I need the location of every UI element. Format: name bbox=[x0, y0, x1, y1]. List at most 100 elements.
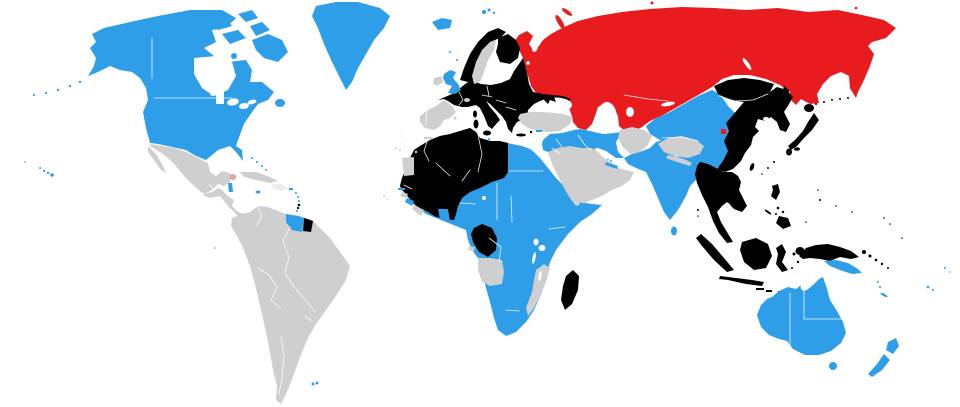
border-algeria-libya bbox=[477, 134, 483, 173]
border-syria-iraq bbox=[555, 138, 563, 148]
region-canary-1 bbox=[395, 147, 397, 149]
region-wrangel-island bbox=[854, 6, 858, 10]
region-malta bbox=[488, 138, 490, 140]
region-palau bbox=[805, 221, 807, 223]
region-mexico bbox=[150, 144, 232, 194]
region-bahamas-2 bbox=[256, 161, 258, 163]
region-sierra-leone bbox=[405, 198, 414, 206]
region-north-america bbox=[88, 10, 274, 161]
region-aleutian-4 bbox=[44, 91, 48, 95]
region-svalbard-3 bbox=[492, 11, 496, 15]
region-new-zealand-north bbox=[886, 338, 899, 354]
region-faroe bbox=[449, 51, 451, 53]
region-afghanistan-neutral bbox=[618, 127, 652, 154]
region-arabia-neutral bbox=[548, 146, 634, 206]
region-lake-nyasa bbox=[538, 271, 542, 281]
region-aral-sea bbox=[626, 107, 634, 117]
region-nepal-neutral bbox=[666, 155, 692, 166]
region-visayas-3 bbox=[775, 213, 777, 215]
region-bohai-gulf bbox=[763, 117, 769, 121]
region-bahamas-3 bbox=[261, 165, 263, 167]
region-levant-iraq-iran bbox=[542, 129, 624, 158]
border-niger-algeria bbox=[461, 169, 471, 182]
region-corsica bbox=[473, 110, 477, 118]
region-spanish-sahara bbox=[402, 157, 414, 176]
region-hawaii-1 bbox=[39, 167, 41, 169]
region-lake-erie-ontario bbox=[247, 99, 257, 105]
region-canary-2 bbox=[399, 149, 401, 151]
region-iceland bbox=[432, 18, 452, 30]
region-mozambique-neutral bbox=[526, 264, 550, 316]
region-turkey-neutral bbox=[518, 112, 572, 132]
border-brazil-west bbox=[282, 226, 316, 313]
region-southeast-asia-occupied bbox=[695, 162, 747, 243]
region-ryukyu-3 bbox=[761, 173, 763, 175]
border-poland-czech bbox=[481, 94, 493, 98]
region-novaya-zemlya-north bbox=[561, 8, 573, 16]
region-svalbard-1 bbox=[482, 10, 486, 14]
region-hispaniola bbox=[272, 184, 288, 191]
region-galapagos bbox=[213, 246, 217, 250]
region-madeira bbox=[401, 135, 403, 137]
region-portuguese-guinea bbox=[400, 192, 408, 198]
region-ifni bbox=[414, 150, 418, 154]
region-angola-neutral bbox=[478, 258, 504, 286]
border-peru-bolivia bbox=[257, 267, 282, 310]
region-hawaii-2 bbox=[42, 169, 46, 173]
region-balearics bbox=[453, 116, 457, 120]
region-cyprus bbox=[536, 130, 542, 132]
region-lake-winnipeg bbox=[210, 88, 214, 96]
region-fiji-2 bbox=[932, 289, 934, 291]
region-kuril-5 bbox=[847, 97, 849, 99]
region-white-sea bbox=[531, 42, 539, 52]
border-nigeria-niger bbox=[459, 202, 476, 205]
region-lesser-sunda-2 bbox=[766, 290, 772, 292]
border-sinkiang-tibet bbox=[661, 136, 699, 142]
region-solomons-2 bbox=[880, 262, 884, 266]
region-novaya-zemlya-south bbox=[555, 14, 565, 30]
region-nationalist-china bbox=[646, 90, 740, 174]
region-bahrain bbox=[607, 158, 609, 160]
border-spain-portugal bbox=[425, 110, 428, 126]
region-madagascar-vichy bbox=[561, 270, 579, 310]
region-lake-chad bbox=[482, 196, 486, 200]
region-borneo-occupied bbox=[740, 238, 772, 270]
region-switzerland-neutral bbox=[464, 98, 470, 102]
region-marianas bbox=[817, 189, 819, 191]
region-new-guinea-birdhead bbox=[795, 247, 805, 255]
region-gilberts bbox=[901, 237, 903, 239]
region-aleutian-3 bbox=[56, 88, 60, 92]
border-uruguay bbox=[304, 315, 313, 322]
region-visayas-1 bbox=[776, 206, 780, 210]
region-lake-victoria bbox=[538, 245, 546, 251]
region-lake-balkhash bbox=[661, 101, 675, 107]
border-germany-poland bbox=[486, 85, 490, 97]
region-lake-baikal bbox=[742, 58, 752, 70]
region-celebes-occupied bbox=[776, 244, 788, 272]
region-rio-muni bbox=[468, 246, 475, 251]
region-andaman-2 bbox=[697, 215, 699, 217]
region-liberia-neutral bbox=[412, 205, 424, 216]
region-southampton-island bbox=[231, 53, 237, 59]
region-marshall-2 bbox=[889, 223, 891, 225]
region-trucial-coast bbox=[605, 162, 618, 169]
region-antilles-blue-4 bbox=[296, 210, 298, 212]
region-new-caledonia bbox=[880, 292, 888, 298]
region-midway bbox=[24, 161, 26, 163]
region-lake-michigan-huron bbox=[239, 102, 249, 110]
border-romania-bulgaria bbox=[505, 106, 517, 111]
region-finland-axis bbox=[496, 34, 520, 64]
region-french-guiana-vichy bbox=[303, 218, 313, 232]
border-saudi-jordan bbox=[551, 147, 561, 155]
border-senegal-mali bbox=[403, 184, 413, 190]
region-severnaya-zemlya bbox=[650, 1, 654, 5]
border-morocco-algeria bbox=[423, 138, 430, 162]
region-kuril-2 bbox=[823, 101, 825, 103]
region-cuba bbox=[240, 172, 278, 183]
region-caroline-1 bbox=[819, 199, 821, 201]
region-hawaii-3 bbox=[46, 171, 50, 175]
region-aleutian-2 bbox=[68, 84, 72, 88]
region-arctic-island-devon bbox=[250, 22, 270, 36]
region-guadeloupe-vichy bbox=[296, 206, 300, 210]
